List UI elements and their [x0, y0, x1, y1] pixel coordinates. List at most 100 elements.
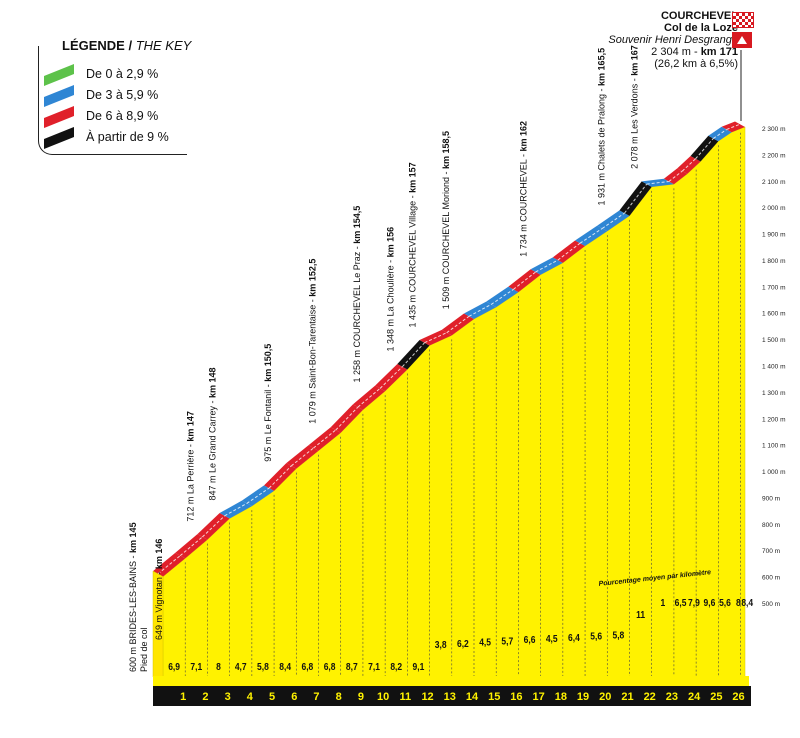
y-tick-label: 1 800 m	[762, 258, 786, 265]
gradient-value: 6,2	[457, 638, 469, 649]
y-tick-label: 500 m	[762, 601, 780, 608]
km-label: 19	[577, 691, 589, 703]
gradient-value: 5,8	[257, 661, 269, 672]
gradient-segment	[308, 427, 341, 451]
km-base-bar	[153, 686, 751, 706]
location-subannotation: Pied de col	[139, 627, 149, 672]
band-dash	[224, 502, 248, 517]
y-tick-label: 1 400 m	[762, 364, 786, 371]
band-dash	[646, 180, 669, 185]
location-annotation: 712 m La Perrière - km 147	[185, 411, 195, 522]
y-tick-label: 1 200 m	[762, 416, 786, 423]
y-tick-label: 1 700 m	[762, 284, 786, 291]
band-dash	[579, 228, 603, 244]
gradient-segment	[241, 485, 275, 507]
band-dash	[335, 406, 359, 431]
gradient-value: 5,8	[612, 630, 624, 641]
km-label: 8	[336, 691, 342, 703]
gradient-value: 6,9	[168, 661, 180, 672]
location-annotation: 975 m Le Fontanil - km 150,5	[263, 344, 273, 462]
y-tick-label: 2 000 m	[762, 205, 786, 212]
location-annotation: 1 509 m COURCHEVEL Moriond - km 158,5	[441, 131, 451, 309]
gradient-value: 8	[736, 597, 741, 608]
gradient-segment	[552, 240, 586, 263]
gradient-value: 8,2	[390, 661, 402, 672]
gradient-segment	[441, 313, 474, 336]
gradient-segment	[153, 552, 186, 577]
location-annotation: 1 734 m COURCHEVEL - km 162	[519, 121, 529, 257]
gradient-value: 6,5	[675, 597, 687, 608]
location-annotation: 847 m Le Grand Carrey - km 148	[208, 367, 218, 500]
gradient-value: 4,7	[235, 661, 247, 672]
km-label: 11	[400, 691, 412, 703]
summit-col: Col de la Loze	[664, 22, 738, 34]
band-dash	[446, 315, 470, 334]
gradient-value: 5,6	[719, 597, 731, 608]
location-annotation: 600 m BRIDES-LES-BAINS - km 145	[128, 522, 138, 672]
band-dash	[668, 170, 683, 182]
band-dash	[601, 212, 625, 229]
gradient-segment	[690, 135, 719, 162]
y-tick-label: 2 200 m	[762, 152, 786, 159]
legend-frame	[38, 46, 187, 155]
band-dash	[401, 342, 425, 368]
band-dash	[268, 465, 292, 489]
summit-info: COURCHEVEL Col de la Loze Souvenir Henri…	[608, 10, 738, 70]
gradient-value: 5,7	[501, 636, 513, 647]
gradient-value: 3,8	[435, 639, 447, 650]
location-annotation: 1 348 m La Choulière - km 156	[385, 227, 395, 352]
gradient-segment	[175, 534, 208, 559]
km-label: 22	[644, 691, 656, 703]
km-label: 5	[269, 691, 275, 703]
km-label: 23	[666, 691, 678, 703]
gradient-value: 6,8	[324, 661, 336, 672]
km-label: 13	[444, 691, 456, 703]
gradient-segment	[286, 445, 319, 469]
legend-title: LÉGENDE / THE KEY	[58, 38, 196, 53]
gradient-value: 4,5	[479, 637, 491, 648]
band-dash	[726, 123, 741, 130]
gradient-segment	[352, 385, 386, 410]
gradient-value: 5,6	[590, 631, 602, 642]
location-annotation: 1 931 m Chalets de Pralong - km 165,5	[596, 48, 606, 206]
profile-area	[162, 126, 746, 683]
gradient-value: 7,1	[368, 661, 380, 672]
y-tick-label: 700 m	[762, 548, 780, 555]
summit-name: COURCHEVEL	[660, 10, 738, 22]
gradient-value: 8,7	[346, 661, 358, 672]
y-tick-label: 1 000 m	[762, 469, 786, 476]
km-label: 12	[421, 691, 433, 703]
gradient-segment	[677, 156, 701, 174]
location-annotation: 1 258 m COURCHEVEL Le Praz - km 154,5	[352, 206, 362, 383]
gradient-segment	[508, 269, 541, 293]
band-dash	[468, 303, 492, 317]
location-annotation: 649 m Vignotan - km 146	[154, 539, 164, 640]
gradient-segment	[619, 181, 652, 216]
km-label: 6	[291, 691, 297, 703]
location-annotation: 1 435 m COURCHEVEL Village - km 157	[408, 162, 418, 327]
gradient-segment	[597, 210, 630, 232]
gradient-value: 8,4	[741, 597, 754, 608]
km-base-top	[153, 676, 749, 686]
y-tick-label: 1 600 m	[762, 311, 786, 318]
km-label: 7	[313, 691, 319, 703]
y-tick-label: 1 300 m	[762, 390, 786, 397]
gradient-value: 9,1	[413, 661, 425, 672]
y-tick-label: 2 100 m	[762, 179, 786, 186]
mountain-icon	[732, 32, 752, 48]
km-label: 25	[710, 691, 722, 703]
km-label: 14	[466, 691, 479, 703]
gradient-value: 9,6	[704, 597, 716, 608]
band-dash	[202, 515, 225, 538]
location-annotation: 2 078 m Les Verdons - km 167	[630, 45, 640, 169]
band-dash	[379, 366, 403, 389]
km-label: 26	[732, 691, 744, 703]
km-label: 4	[247, 691, 254, 703]
y-tick-label: 1 500 m	[762, 337, 786, 344]
band-dash	[624, 183, 648, 214]
band-dash	[695, 138, 714, 160]
location-annotation: 1 079 m Saint-Bon-Tarentaise - km 152,5	[308, 259, 318, 424]
km-label: 21	[621, 691, 633, 703]
band-dash	[490, 288, 514, 305]
